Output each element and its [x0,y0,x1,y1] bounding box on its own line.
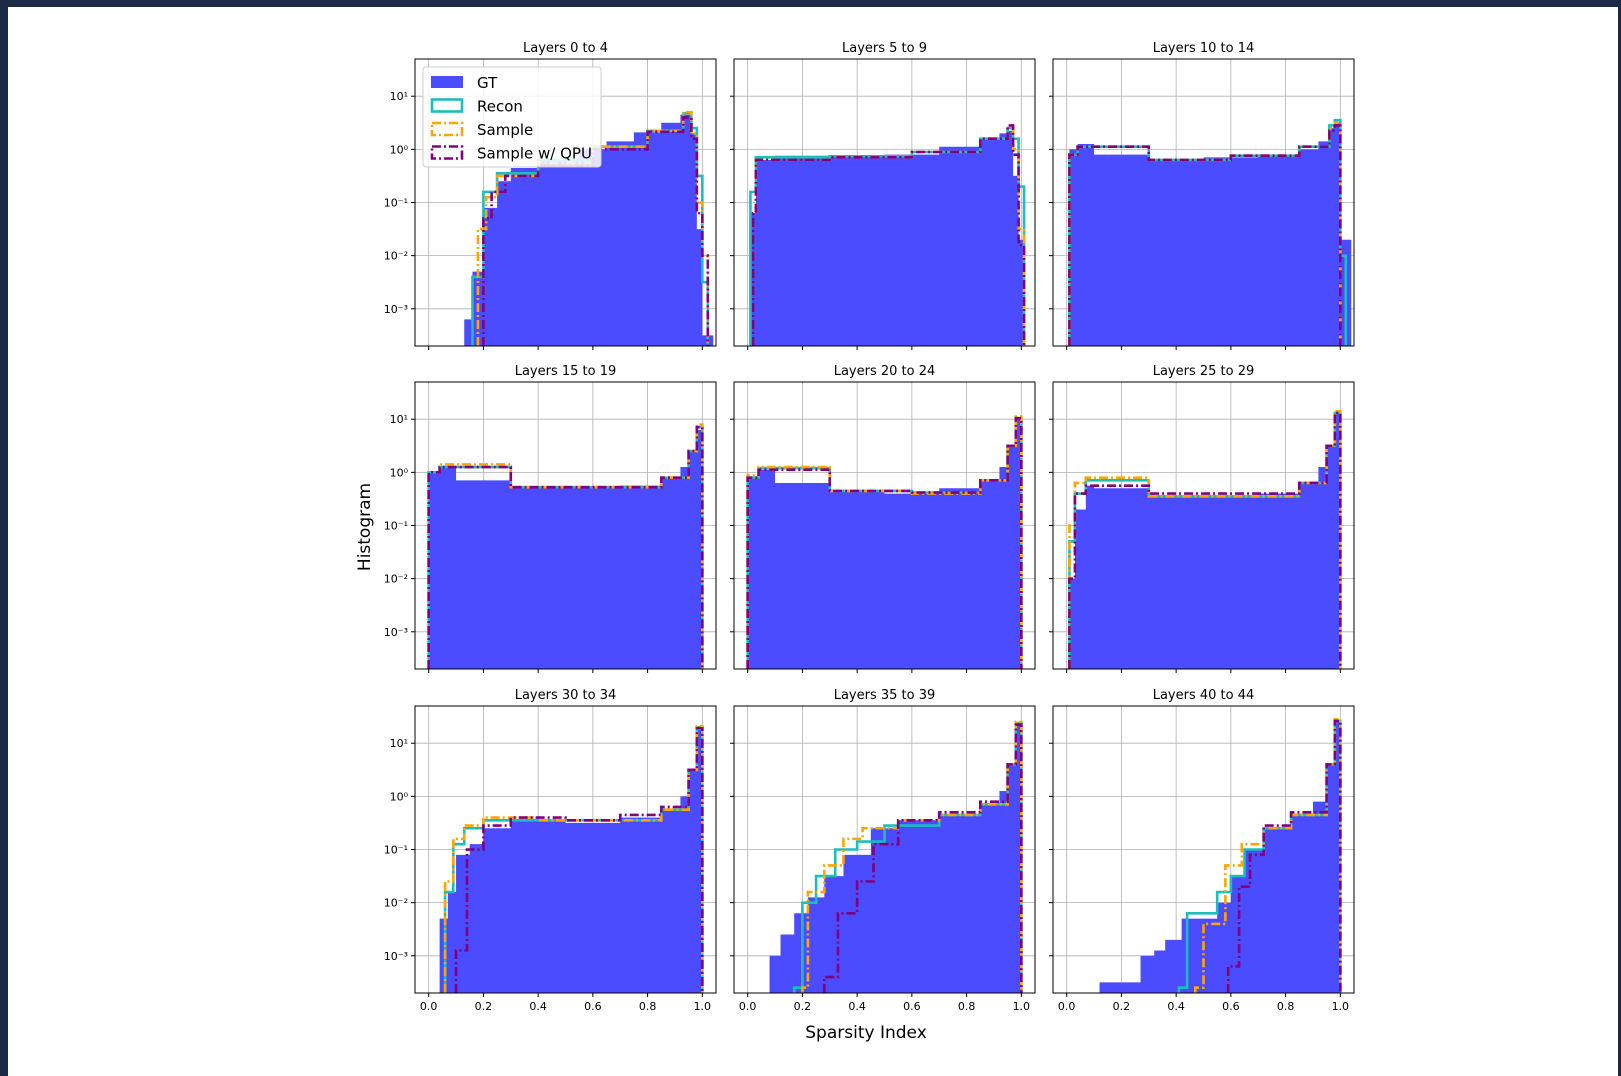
y-tick-label: 10⁻² [384,250,408,263]
y-tick-label: 10⁻² [384,573,408,586]
gt-histogram [428,429,703,669]
sample-step-line [443,724,704,993]
x-tick-label: 0.2 [475,1000,493,1013]
x-tick-label: 0.4 [529,1000,547,1013]
subplot-6: Layers 30 to 34 0.0 0.2 0.4 0.6 0.8 1.0 10⁻³ 10⁻… [384,688,717,1013]
subplot-4: Layers 20 to 24 [730,364,1036,673]
x-tick-label: 0.6 [1222,1000,1240,1013]
sample-step-line [476,110,710,346]
x-tick-label: 1.0 [1332,1000,1350,1013]
x-tick-label: 0.2 [1113,1000,1131,1013]
subplot-title: Layers 35 to 39 [834,688,936,703]
gt-histogram [747,419,1022,669]
gt-histogram [1099,721,1341,993]
gt-histogram [1069,122,1352,346]
qpu-step-line [454,727,704,993]
x-tick-label: 0.8 [958,1000,976,1013]
gt-histogram [439,729,703,993]
qpu-step-line [1068,411,1342,669]
x-tick-label: 1.0 [694,1000,712,1013]
y-tick-label: 10⁻¹ [384,197,408,210]
qpu-step-line [751,124,1026,346]
y-tick-label: 10⁻¹ [384,520,408,533]
subplot-title: Layers 5 to 9 [842,41,927,56]
subplot-title: Layers 20 to 24 [834,364,936,379]
subplot-title: Layers 40 to 44 [1153,688,1255,703]
y-tick-label: 10⁻² [384,897,408,910]
legend-label: Sample w/ QPU [477,145,592,163]
x-tick-label: 0.8 [639,1000,657,1013]
qpu-step-line [1068,124,1342,346]
subplot-title: Layers 30 to 34 [515,688,617,703]
x-tick-label: 0.0 [1058,1000,1076,1013]
y-tick-label: 10⁻³ [384,950,408,963]
y-axis-label: Histogram [355,483,375,571]
qpu-step-line [482,116,710,346]
y-tick-label: 10¹ [390,737,408,750]
legend-label: Sample [477,121,533,139]
subplot-title: Layers 15 to 19 [515,364,617,379]
subplot-2: Layers 10 to 14 [1049,41,1355,350]
subplot-5: Layers 25 to 29 [1049,364,1355,673]
x-tick-label: 1.0 [1013,1000,1031,1013]
x-tick-label: 0.6 [903,1000,921,1013]
x-tick-label: 0.0 [420,1000,438,1013]
x-tick-label: 0.2 [794,1000,812,1013]
x-axis-label: Sparsity Index [805,1023,927,1043]
x-tick-label: 0.8 [1277,1000,1295,1013]
recon-step-line [1177,719,1342,993]
y-tick-label: 10¹ [390,90,408,103]
legend: GT Recon Sample Sample w/ QPU [422,66,602,168]
subplot-3: Layers 15 to 19 10⁻³ 10⁻² 10⁻¹ 10⁰ 10¹ [384,364,717,673]
y-tick-label: 10⁰ [390,790,409,803]
x-tick-label: 0.0 [739,1000,757,1013]
qpu-step-line [746,416,1023,669]
legend-label: Recon [477,98,523,116]
x-tick-label: 0.4 [848,1000,866,1013]
subplot-1: Layers 5 to 9 [730,41,1036,350]
y-tick-label: 10⁻¹ [384,844,408,857]
legend-swatch-1 [430,98,464,113]
qpu-step-line [427,425,704,669]
subplot-title: Layers 0 to 4 [523,41,608,56]
subplot-7: Layers 35 to 39 0.0 0.2 0.4 0.6 0.8 1.0 [730,688,1036,1013]
legend-swatch-3 [430,145,464,160]
y-tick-label: 10⁻³ [384,303,408,316]
subplot-8: Layers 40 to 44 0.0 0.2 0.4 0.6 0.8 1.0 [1049,688,1355,1013]
qpu-step-line [1226,719,1342,993]
x-tick-label: 0.6 [584,1000,602,1013]
legend-label: GT [477,74,498,92]
gt-histogram [750,130,1025,346]
y-tick-label: 10⁰ [390,143,409,156]
qpu-step-line [823,723,1023,993]
y-tick-label: 10¹ [390,413,408,426]
y-tick-label: 10⁻³ [384,626,408,639]
legend-swatch-2 [430,121,464,137]
legend-box [422,66,602,168]
gt-histogram [769,724,1022,993]
subplot-title: Layers 10 to 14 [1153,41,1255,56]
gt-histogram [1069,413,1341,669]
legend-swatch-gt [431,76,463,88]
subplot-title: Layers 25 to 29 [1153,364,1255,379]
x-tick-label: 0.4 [1167,1000,1185,1013]
y-tick-label: 10⁰ [390,466,409,479]
